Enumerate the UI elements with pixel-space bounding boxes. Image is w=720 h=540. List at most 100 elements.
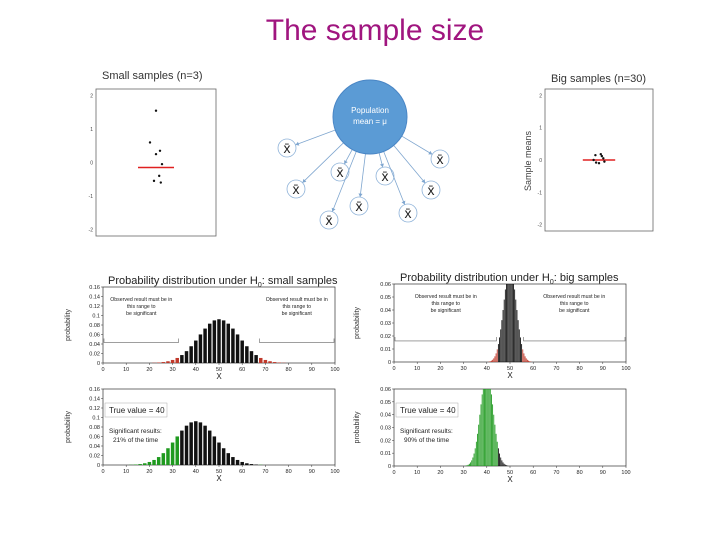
true-value-label: True value = 40 xyxy=(400,406,456,415)
significant-results-value: 21% of the time xyxy=(113,437,159,444)
x-axis-label: X xyxy=(507,371,513,380)
small-samples-point xyxy=(152,179,156,183)
histogram-bar xyxy=(481,394,483,466)
histogram-bar xyxy=(491,360,492,362)
sample-circle xyxy=(375,166,395,186)
range-annotation-text: this range to xyxy=(560,301,589,307)
histogram-bar xyxy=(492,359,494,362)
small-samples-point xyxy=(160,162,164,166)
range-annotation-text: be significant xyxy=(126,311,157,317)
x-tick-label: 90 xyxy=(309,367,315,373)
histogram-bar xyxy=(235,459,240,465)
significant-results-value: 90% of the time xyxy=(404,437,450,444)
histogram-bar xyxy=(499,337,500,362)
histogram-bar xyxy=(245,346,249,363)
range-bracket xyxy=(523,336,626,342)
significant-results-label: Significant results: xyxy=(109,428,162,435)
range-annotation-text: Observed result must be in xyxy=(543,294,605,300)
y-tick-label: 0.03 xyxy=(380,426,391,432)
y-tick-label: 0.04 xyxy=(380,308,391,314)
range-annotation-text: this range to xyxy=(431,301,460,307)
histogram-bar xyxy=(217,442,221,465)
x-axis-label: X xyxy=(216,372,222,381)
histogram-bar xyxy=(495,353,497,362)
big-samples-point xyxy=(594,161,598,164)
y-tick-label: 0 xyxy=(97,463,100,469)
range-annotation-text: Observed result must be in xyxy=(266,297,328,303)
population-arrow xyxy=(393,145,426,184)
histogram-bar xyxy=(482,389,484,466)
y-axis-label: probability xyxy=(354,307,361,339)
x-tick-label: 0 xyxy=(392,366,395,372)
x-tick-label: 60 xyxy=(239,367,245,373)
big-samples-point xyxy=(594,153,597,157)
sample-mean-symbol: x̄ xyxy=(382,168,389,184)
small-samples-frame xyxy=(95,88,217,237)
histogram-bar xyxy=(500,329,502,362)
chart-big-h0-title: Probability distribution under H0: big s… xyxy=(400,272,619,287)
histogram-bar xyxy=(245,463,249,465)
histogram-bar xyxy=(226,453,231,465)
population-arrowhead xyxy=(331,207,336,212)
small-samples-point xyxy=(158,149,162,153)
y-tick-label: 0.06 xyxy=(380,387,391,393)
x-tick-label: 80 xyxy=(286,367,292,373)
x-tick-label: 100 xyxy=(330,469,339,475)
histogram-bar xyxy=(249,351,254,363)
y-tick-label: 0.01 xyxy=(380,347,391,353)
histogram-bar xyxy=(474,448,476,466)
histogram-bar xyxy=(513,284,514,362)
y-tick-label: 0.08 xyxy=(89,425,100,431)
histogram-bar xyxy=(529,361,531,362)
y-tick-label: 0.08 xyxy=(89,323,100,329)
histogram-bar xyxy=(487,389,489,466)
range-bracket xyxy=(103,338,179,343)
x-tick-label: 10 xyxy=(414,470,420,476)
sample-mean-symbol: x̄ xyxy=(293,181,300,197)
histogram-bar xyxy=(184,425,189,465)
histogram-bar xyxy=(184,351,189,363)
small-samples-panel: 2 1 0 -1 -2 xyxy=(82,83,217,238)
x-tick-label: 40 xyxy=(193,367,199,373)
population-arrow xyxy=(295,129,336,146)
histogram-bar xyxy=(473,453,475,466)
histogram-bar xyxy=(249,464,254,465)
big-samples-panel: 2 1 0 -1 -2 Sample means xyxy=(517,83,655,233)
sample-mean-symbol: x̄ xyxy=(326,212,333,228)
histogram-bar xyxy=(470,462,471,466)
chart-small-true: 0.16 0.14 0.12 0.1 0.08 0.06 0.04 0.02 0 0 10 20 30 4… xyxy=(63,384,345,492)
x-axis-label: X xyxy=(216,474,222,483)
histogram-bar xyxy=(240,461,244,465)
histogram-bar xyxy=(268,361,272,363)
histogram-bar xyxy=(499,453,500,466)
histogram-bar xyxy=(506,284,507,362)
sample-circle xyxy=(349,196,369,216)
y-tick-label: 0.1 xyxy=(92,416,100,422)
histogram-bar xyxy=(138,464,142,465)
y-tick-label: 0.04 xyxy=(89,444,100,450)
x-tick-label: 70 xyxy=(553,470,559,476)
histogram-bar xyxy=(503,299,505,362)
x-tick-label: 10 xyxy=(123,367,129,373)
slide-title: The sample size xyxy=(265,14,485,47)
histogram-bar xyxy=(494,424,496,466)
histogram-bar xyxy=(235,334,240,363)
y-tick-label: 0.05 xyxy=(380,295,391,301)
histogram-bar xyxy=(477,433,478,466)
y-axis-label: probability xyxy=(65,309,72,341)
histogram-bar xyxy=(495,433,497,466)
small-samples-ytick-label: -2 xyxy=(89,227,94,233)
y-tick-label: 0 xyxy=(388,464,391,470)
histogram-bar xyxy=(503,463,505,466)
histogram-bar xyxy=(508,284,510,362)
small-samples-ytick-label: -1 xyxy=(89,194,94,200)
small-samples-point xyxy=(154,152,158,156)
histogram-bar xyxy=(221,320,226,363)
histogram-bar xyxy=(475,441,477,466)
small-samples-ytick-label: 1 xyxy=(90,127,93,133)
histogram-bar xyxy=(203,425,207,465)
chart-big-true-svg: 0.06 0.05 0.04 0.03 0.02 0.01 00 10 20 30 40 50 60 70… xyxy=(354,387,631,484)
x-tick-label: 50 xyxy=(507,470,513,476)
range-annotation-text: Observed result must be in xyxy=(110,297,172,303)
chart-big-h0: 0.06 0.05 0.04 0.03 0.02 0.01 0 0 10 20 30 40 50 60 70… xyxy=(352,281,637,386)
